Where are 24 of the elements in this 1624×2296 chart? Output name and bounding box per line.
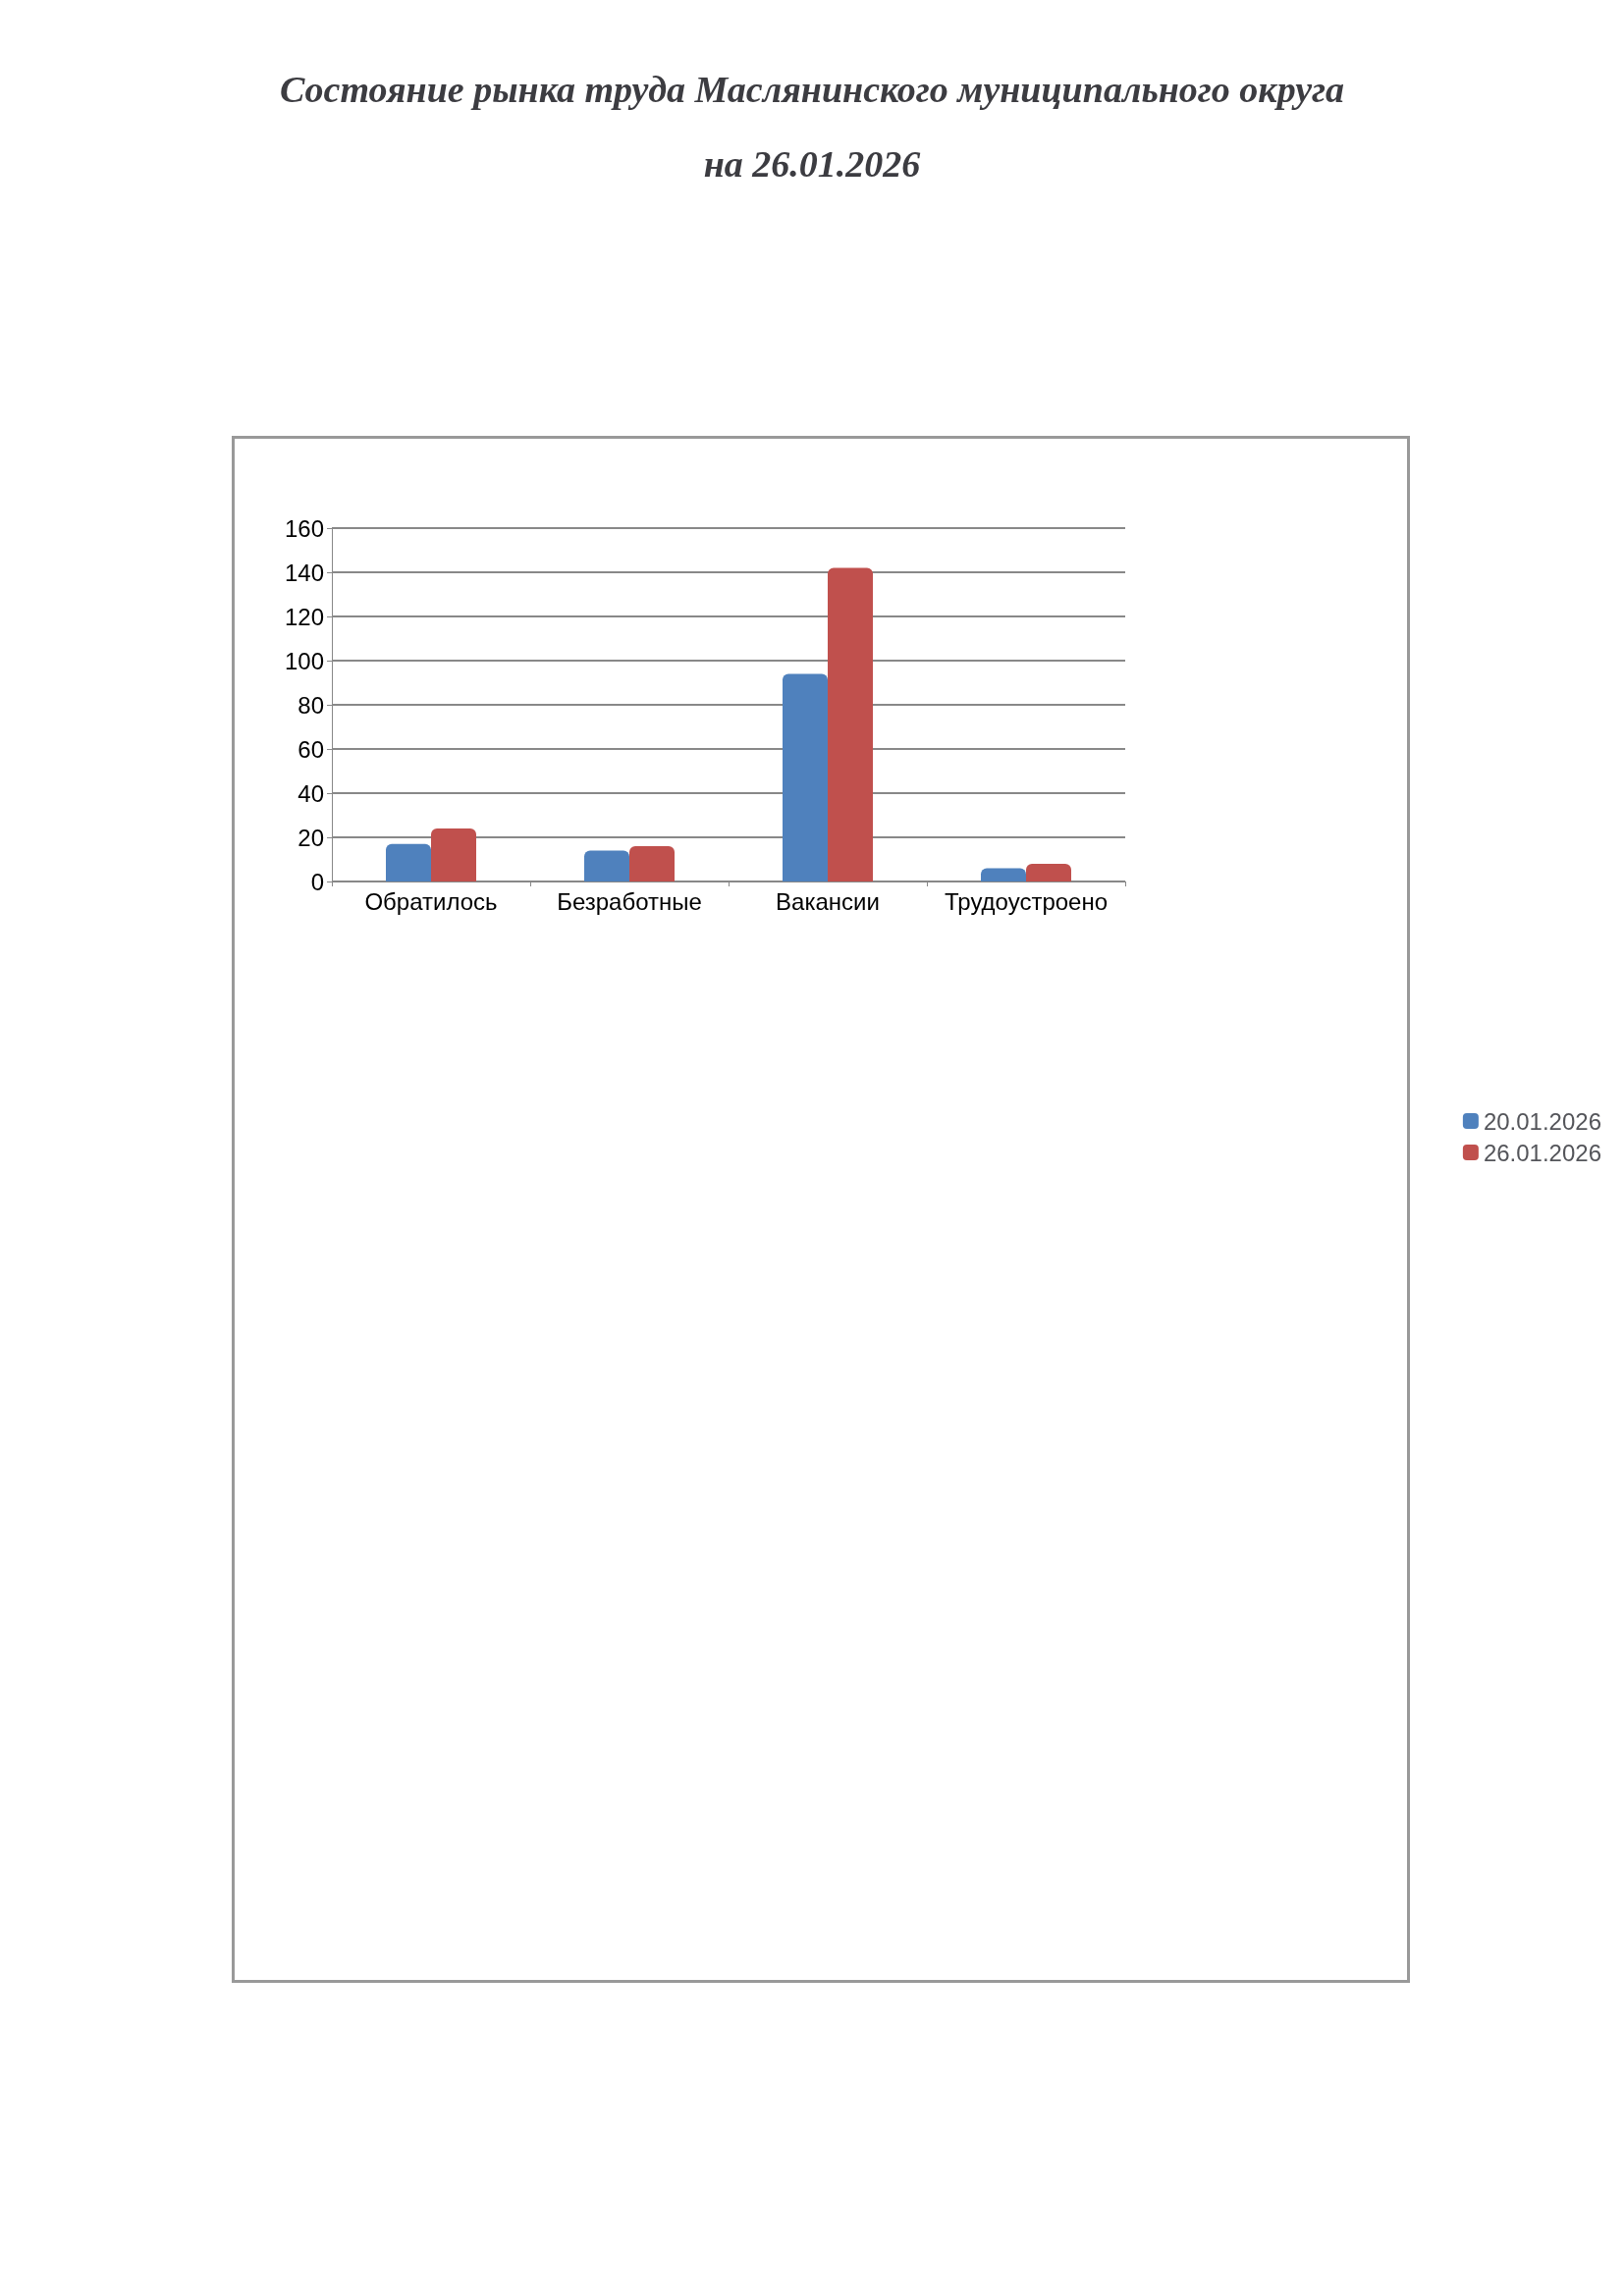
bar [783,673,828,881]
y-tick-label: 160 [284,514,324,542]
y-tick-label: 60 [298,735,324,763]
y-tick-label: 40 [298,779,324,807]
y-tick-label: 80 [298,691,324,719]
chart-title: Состояние рынка труда Маслянинского муниципального округа на 26.01.2026 [279,69,1345,185]
y-tick-label: 140 [284,559,324,586]
bar [431,828,476,881]
x-tick-label: Обратилось [364,887,498,915]
x-tick-label: Вакансии [776,887,880,915]
x-tick-label: Трудоустроено [944,887,1109,915]
y-tick-label: 20 [298,824,324,851]
bar [1026,864,1071,881]
legend-label: 26.01.2026 [1483,1139,1602,1166]
bar [386,843,431,881]
bar [981,868,1026,881]
y-tick-label: 0 [310,868,324,895]
y-tick-label: 100 [284,647,324,674]
x-tick-label: Безработные [557,887,702,915]
legend-label: 20.01.2026 [1483,1107,1602,1135]
bar [629,846,675,881]
y-tick-label: 120 [284,603,324,630]
bar [584,850,629,881]
bar [828,567,873,881]
